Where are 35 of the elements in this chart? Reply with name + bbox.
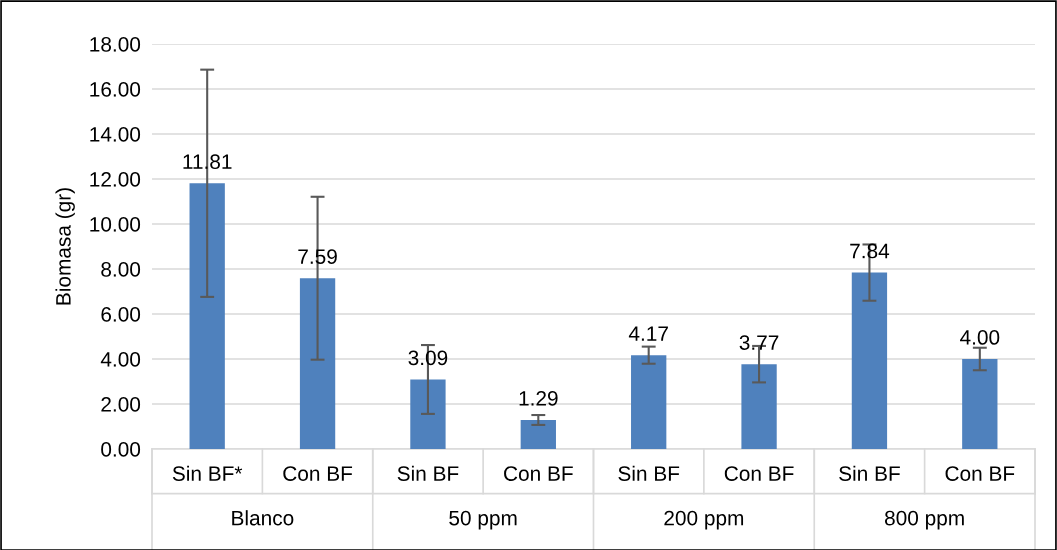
text: Blanco xyxy=(232,510,294,526)
y-axis-title: Biomasa (gr) xyxy=(55,188,75,305)
text: 800 ppm xyxy=(885,510,964,530)
data-label: 4.00 xyxy=(960,330,1000,345)
y-tick-label: 0.00 xyxy=(101,442,141,457)
y-tick-label: 14.00 xyxy=(90,127,141,142)
data-label: 1.29 xyxy=(519,390,558,406)
bar xyxy=(189,183,225,449)
x-tick-label: Con BF xyxy=(945,466,1015,481)
bar xyxy=(962,359,998,449)
y-tick-label: 4.00 xyxy=(100,352,141,367)
text: 50 ppm xyxy=(449,510,517,530)
x-tick-label: Con BF xyxy=(283,466,353,481)
data-label: 4.17 xyxy=(628,326,668,341)
x-tick-label: Sin BF xyxy=(397,465,459,481)
x-tick-label: Sin BF xyxy=(618,465,680,481)
x-tick-label: Sin BF xyxy=(839,465,900,481)
bar xyxy=(410,379,446,449)
y-tick-label: 8.00 xyxy=(101,262,141,277)
y-tick-label: 6.00 xyxy=(101,307,141,322)
y-tick-label: 18.00 xyxy=(90,37,141,52)
bar xyxy=(851,272,888,449)
text: 200 ppm xyxy=(664,510,744,530)
x-tick-label: Sin BF* xyxy=(172,465,243,481)
y-tick-label: 16.00 xyxy=(90,82,141,97)
x-tick-label: Con BF xyxy=(724,466,794,481)
bar xyxy=(299,278,336,449)
x-tick-label: Con BF xyxy=(504,466,573,481)
bar xyxy=(520,419,556,449)
y-tick-label: 12.00 xyxy=(90,172,141,187)
y-tick-label: 2.00 xyxy=(101,397,141,412)
data-label: 3.77 xyxy=(739,335,779,350)
bar xyxy=(741,364,777,449)
bar xyxy=(631,355,667,449)
y-tick-label: 10.00 xyxy=(90,217,141,232)
